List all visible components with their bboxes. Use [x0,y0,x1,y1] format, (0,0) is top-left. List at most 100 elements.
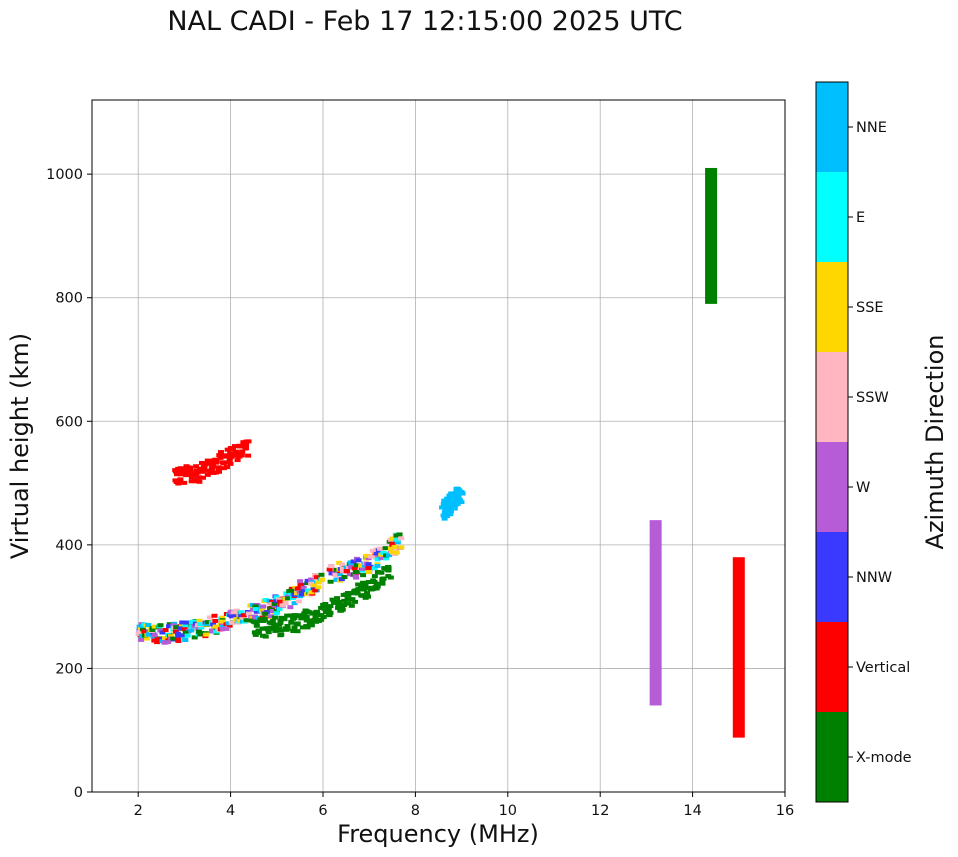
echo-point [312,615,319,620]
echo-point [219,460,226,465]
x-tick-label: 6 [318,803,327,819]
echo-point [325,607,332,612]
echo-point [284,624,291,629]
echo-points [135,167,745,738]
echo-point [389,536,396,541]
echo-point [304,578,311,583]
echo-point [276,597,283,602]
echo-point [182,638,189,643]
echo-point [308,577,315,582]
echo-point [211,613,218,618]
echo-point [303,614,310,619]
echo-point [135,631,142,636]
echo-point [145,623,152,628]
axis-ticks: 2 4 6 8 10 12 14 16 0 200 400 600 800 1000 [46,167,794,819]
echo-point [199,460,206,465]
echo-point [371,566,378,571]
echo-point [219,627,226,632]
echo-point [346,572,353,577]
echo-point [245,611,252,616]
echo-point [380,550,387,555]
echo-point [451,499,458,504]
echo-point [374,584,381,589]
echo-point [209,629,216,634]
echo-point [379,556,386,561]
echo-point [271,622,278,627]
echo-point [206,461,213,466]
echo-point [344,596,351,601]
echo-point [188,479,195,484]
echo-point [374,557,381,562]
echo-point [362,583,369,588]
echo-point [196,475,203,480]
chart-title: NAL CADI - Feb 17 12:15:00 2025 UTC [167,6,683,37]
echo-point [145,632,152,637]
echo-point [245,453,252,458]
x-tick-label: 16 [776,803,794,819]
echo-point [212,618,219,623]
echo-point [326,567,333,572]
echo-point [448,502,455,507]
echo-point [204,620,211,625]
echo-point [262,634,269,639]
echo-point [187,465,194,470]
echo-point [398,536,405,541]
echo-point [454,501,461,506]
echo-point [327,610,334,615]
echo-point [265,630,272,635]
echo-point [225,621,232,626]
echo-point [349,597,356,602]
echo-point [365,570,372,575]
echo-point [315,580,322,585]
x-tick-label: 2 [134,803,143,819]
echo-point [175,634,182,639]
echo-point [368,587,375,592]
echo-point [196,479,203,484]
echo-point [333,577,340,582]
echo-point [238,452,245,457]
echo-point [260,604,267,609]
echo-point [284,596,291,601]
echo-point [183,620,190,625]
echo-point [219,619,226,624]
echo-point [364,591,371,596]
echo-point [213,629,220,634]
echo-point [333,567,340,572]
echo-point [334,596,341,601]
echo-point [387,546,394,551]
x-axis-label: Frequency (MHz) [337,820,539,848]
echo-point [320,615,327,620]
echo-point [310,583,317,588]
echo-point [355,587,362,592]
echo-point [268,599,275,604]
echo-point [277,633,284,638]
echo-point [219,615,226,620]
echo-point [166,622,173,627]
echo-point [261,616,268,621]
echo-point [273,611,280,616]
colorbar-segment [816,82,848,172]
echo-point [456,488,463,493]
echo-point [291,601,298,606]
echo-point [183,464,190,469]
echo-point [276,599,283,604]
echo-point [233,608,240,613]
echo-point [172,478,179,483]
echo-point [339,605,346,610]
echo-point [358,563,365,568]
echo-point [241,615,248,620]
echo-point [352,588,359,593]
echo-point [172,629,179,634]
echo-point [396,532,403,537]
colorbar-label: Azimuth Direction [921,335,949,550]
echo-point [167,634,174,639]
echo-point [443,501,450,506]
echo-point [394,540,401,545]
echo-point [327,579,334,584]
echo-point [212,624,219,629]
x-tick-label: 8 [411,803,420,819]
echo-point [162,636,169,641]
echo-point [298,616,305,621]
colorbar-tick-label: SSW [856,390,889,406]
